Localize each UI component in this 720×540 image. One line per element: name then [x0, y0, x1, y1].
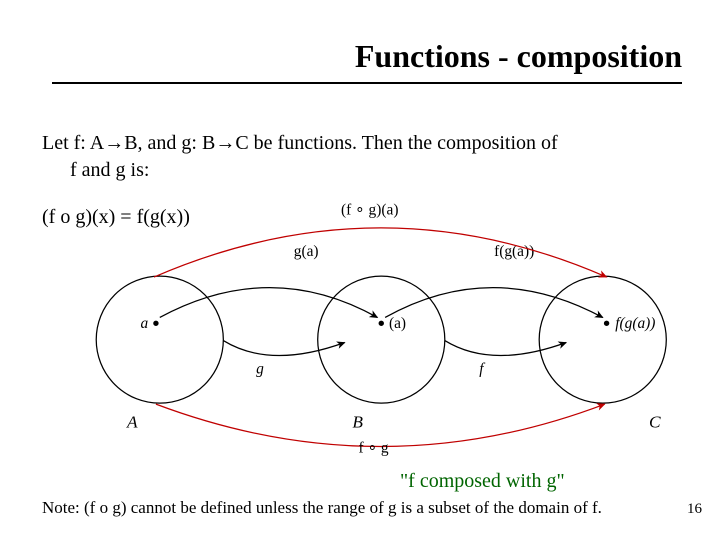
- arrow-label-g-lbl: g(a): [294, 243, 319, 260]
- point-2: [604, 321, 609, 326]
- point-label-1: (a): [389, 315, 406, 332]
- arrow-label-top: (f ∘ g)(a): [341, 201, 398, 218]
- point-label-0: a: [141, 315, 149, 332]
- title-rule: [52, 82, 682, 84]
- set-circle-B: [318, 276, 445, 403]
- set-label-A: A: [126, 412, 138, 431]
- set-label-C: C: [649, 412, 661, 431]
- point-0: [153, 321, 158, 326]
- set-label-B: B: [352, 412, 363, 431]
- arrow-label-f: f: [479, 360, 486, 377]
- intro-line-2: f and g is:: [42, 157, 682, 184]
- arrow-g: [160, 288, 378, 318]
- set-circle-A: [96, 276, 223, 403]
- arrow-g-lbl: [223, 341, 344, 356]
- point-label-2: f(g(a)): [615, 315, 655, 332]
- arrow-f-lbl: [445, 341, 566, 356]
- arrow-top: [154, 228, 607, 277]
- intro-line-1: Let f: A→B, and g: B→C be functions. The…: [42, 132, 558, 154]
- page-number: 16: [687, 501, 702, 518]
- footnote: Note: (f o g) cannot be defined unless t…: [42, 498, 602, 518]
- composition-diagram: ABCa(a)f(g(a))gfg(a)f(g(a))f ∘ g(f ∘ g)(…: [32, 200, 692, 460]
- intro-text: Let f: A→B, and g: B→C be functions. The…: [42, 130, 682, 184]
- point-1: [379, 321, 384, 326]
- arrow-label-fog: f ∘ g: [358, 439, 388, 456]
- arrow-label-g: g: [256, 360, 264, 377]
- set-circle-C: [539, 276, 666, 403]
- page-title: Functions - composition: [355, 38, 682, 75]
- composed-with-label: "f composed with g": [400, 470, 565, 493]
- arrow-f: [385, 288, 603, 318]
